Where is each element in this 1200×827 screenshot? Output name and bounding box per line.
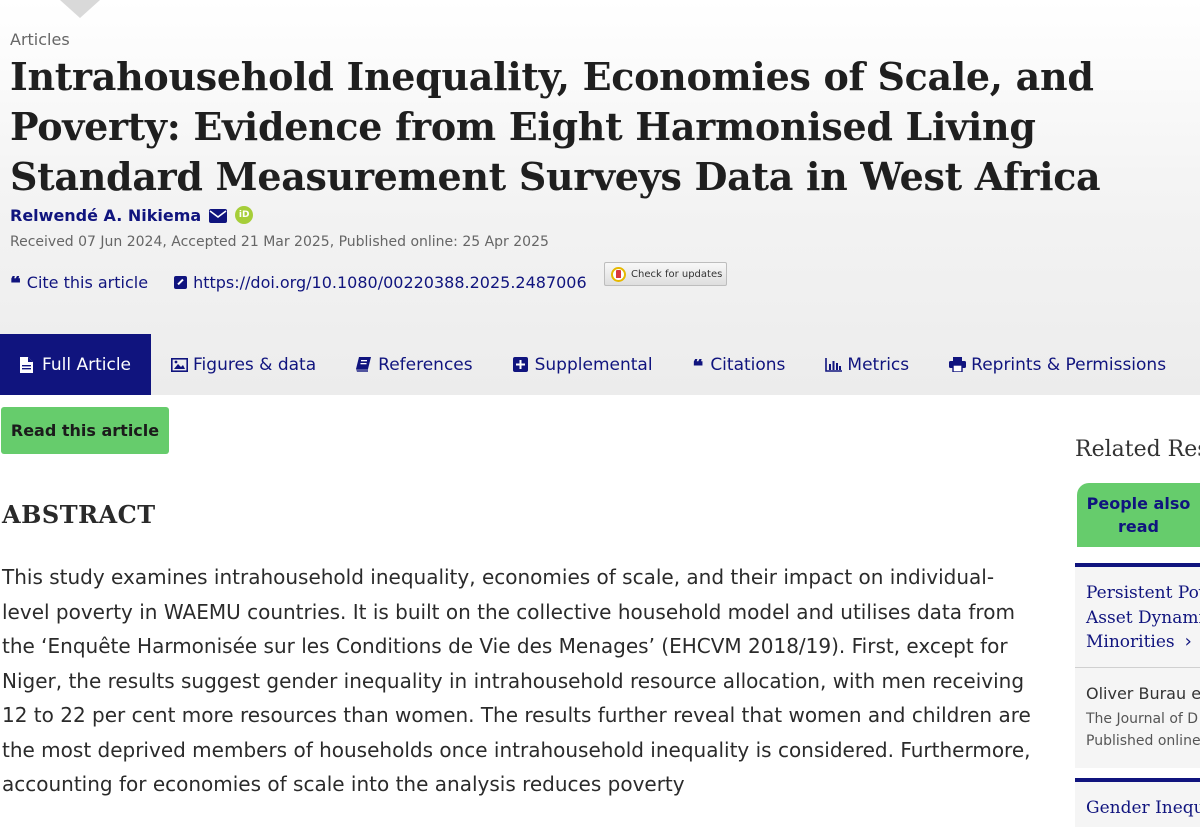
title-line: Minorities › (1086, 630, 1200, 655)
article-header (0, 0, 1200, 395)
tab-people-also-read[interactable]: People also read (1077, 483, 1200, 547)
tab-label: Supplemental (534, 354, 653, 375)
tab-label: Figures & data (193, 354, 317, 375)
check-updates-label: Check for updates (631, 268, 723, 280)
cite-link[interactable]: ❝ Cite this article (10, 273, 148, 292)
title-line: Persistent Pove (1086, 583, 1200, 603)
related-article-title[interactable]: Gender Inequa (1075, 782, 1200, 821)
crossmark-icon (611, 266, 626, 282)
tab-supplemental[interactable]: Supplemental (493, 334, 673, 395)
tab-reprints-permissions[interactable]: Reprints & Permissions (929, 334, 1186, 395)
print-icon (949, 357, 967, 373)
publication-dates: Received 07 Jun 2024, Accepted 21 Mar 20… (10, 234, 549, 250)
tab-label: Reprints & Permissions (971, 354, 1167, 375)
quote-icon: ❝ (692, 358, 704, 371)
document-icon (20, 357, 35, 373)
cite-label: Cite this article (26, 272, 149, 292)
related-article-title[interactable]: Persistent Pove Asset Dynamic Minorities… (1075, 567, 1200, 655)
orcid-icon[interactable]: iD (235, 206, 254, 224)
doi-link[interactable]: https://doi.org/10.1080/00220388.2025.24… (174, 273, 587, 292)
bar-chart-icon (825, 357, 843, 372)
article-type: Articles (10, 30, 70, 49)
related-research-heading: Related Res (1075, 437, 1200, 462)
article-title: Intrahousehold Inequality, Economies of … (10, 54, 1101, 199)
tab-figures-data[interactable]: Figures & data (151, 334, 336, 395)
title-line-text: Minorities (1086, 632, 1175, 652)
related-article-authors: Oliver Burau et (1086, 683, 1200, 703)
chevron-right-icon: › (1184, 631, 1192, 652)
tab-full-article[interactable]: Full Article (0, 334, 152, 395)
envelope-icon[interactable] (209, 208, 228, 223)
author-link[interactable]: Relwendé A. Nikiema (10, 205, 202, 225)
tab-references[interactable]: References (336, 334, 492, 395)
book-icon (356, 357, 372, 372)
related-article-card[interactable]: Gender Inequa (1075, 778, 1200, 827)
doi-text: https://doi.org/10.1080/00220388.2025.24… (193, 272, 587, 292)
header-notch (60, 0, 100, 18)
author-row: Relwendé A. Nikiema iD (10, 204, 254, 226)
tab-metrics[interactable]: Metrics (805, 334, 929, 395)
tab-label: Metrics (847, 354, 910, 375)
image-icon (171, 357, 189, 372)
tab-citations[interactable]: ❝ Citations (673, 334, 806, 395)
tab-label: Full Article (42, 354, 132, 375)
plus-square-icon (512, 357, 528, 372)
title-line: Gender Inequa (1086, 798, 1200, 818)
check-updates-button[interactable]: Check for updates (604, 262, 727, 286)
abstract-text: This study examines intrahousehold inequ… (2, 565, 1031, 796)
related-article-card[interactable]: Persistent Pove Asset Dynamic Minorities… (1075, 563, 1200, 768)
related-article-journal: The Journal of D (1086, 710, 1199, 727)
article-tabs: Full Article Figures & data References S… (0, 334, 1186, 395)
external-link-icon (174, 275, 188, 289)
related-article-published: Published online (1086, 732, 1200, 749)
abstract-heading: ABSTRACT (2, 500, 156, 529)
read-article-button[interactable]: Read this article (1, 407, 169, 454)
card-divider (1075, 666, 1200, 668)
title-line: Asset Dynamic (1086, 607, 1200, 628)
tab-label: References (378, 354, 473, 375)
tab-label: Citations (710, 354, 786, 375)
article-meta-links: ❝ Cite this article https://doi.org/10.1… (10, 270, 587, 294)
quote-icon: ❝ (10, 276, 21, 288)
